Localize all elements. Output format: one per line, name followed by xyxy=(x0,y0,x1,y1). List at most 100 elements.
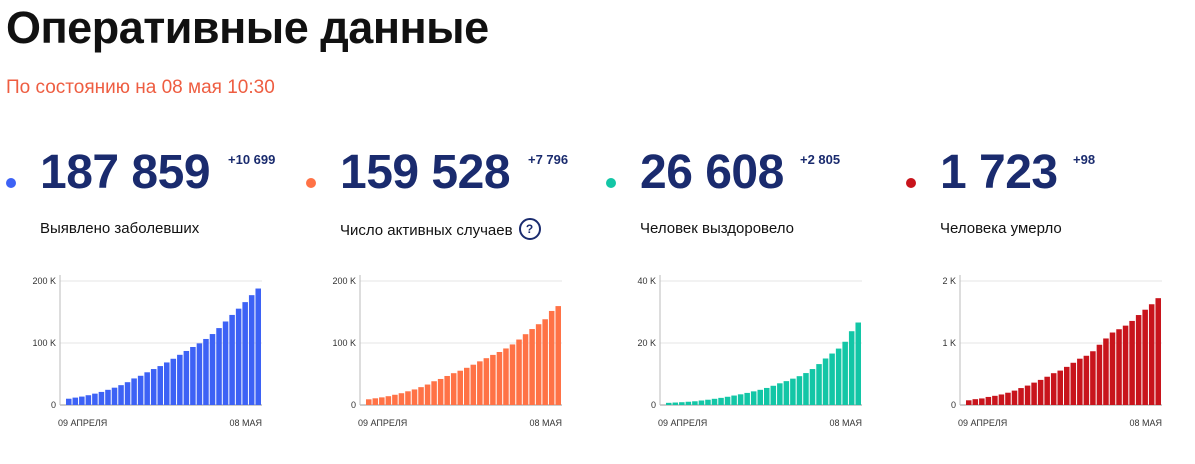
bar xyxy=(490,354,496,405)
bar xyxy=(685,401,692,405)
bar xyxy=(542,319,548,405)
bar xyxy=(757,389,763,405)
bar xyxy=(457,370,463,405)
bar xyxy=(398,393,405,405)
stat-value: 159 528 xyxy=(340,146,511,199)
bar xyxy=(711,398,718,405)
page-subtitle: По состоянию на 08 мая 10:30 xyxy=(6,77,275,98)
bar xyxy=(848,331,855,405)
bar xyxy=(248,295,255,405)
bar xyxy=(470,364,477,405)
series-dot xyxy=(306,178,316,188)
bar xyxy=(144,372,150,405)
bar xyxy=(777,383,783,405)
chart-detected: 0 100 K 200 K 09 АПРЕЛЯ 08 МАЯ xyxy=(32,275,262,428)
bar xyxy=(1142,309,1148,405)
bar xyxy=(1057,370,1063,405)
bar xyxy=(203,338,209,405)
bar xyxy=(803,373,809,405)
bar xyxy=(1070,362,1077,405)
series-dot xyxy=(6,178,16,188)
bar xyxy=(105,389,111,405)
bar xyxy=(229,314,235,405)
bar xyxy=(503,348,509,405)
y-tick-label: 200 K xyxy=(332,276,356,286)
bar xyxy=(411,389,418,405)
help-icon[interactable]: ? xyxy=(518,218,541,240)
x-tick-label-end: 08 МАЯ xyxy=(529,418,562,428)
bar xyxy=(98,391,105,405)
series-dot xyxy=(606,178,616,188)
bar xyxy=(431,381,437,405)
bar xyxy=(164,362,170,405)
bar xyxy=(835,348,842,405)
bar xyxy=(731,395,737,405)
bar xyxy=(150,369,157,405)
bar xyxy=(124,382,131,405)
bar xyxy=(483,358,490,405)
bar xyxy=(183,350,190,405)
bar xyxy=(516,339,522,405)
bar xyxy=(255,288,261,405)
bar xyxy=(985,396,992,405)
stat-card-deaths: 1 723 +98 Человека умерло 0 1 K 2 K 09 АПРЕ… xyxy=(906,145,1195,460)
y-tick-label: 0 xyxy=(951,400,956,410)
stat-delta: +2 805 xyxy=(800,152,841,167)
bar xyxy=(242,302,248,405)
bar xyxy=(1148,304,1155,405)
bar xyxy=(157,366,163,405)
bar xyxy=(816,364,822,405)
bar xyxy=(79,396,85,405)
bar xyxy=(1155,298,1161,405)
stat-card-active: 159 528 +7 796 Число активных случаев? 0… xyxy=(306,145,596,460)
bar xyxy=(796,376,803,405)
y-tick-label: 200 K xyxy=(32,276,56,286)
bar xyxy=(66,398,72,405)
bar xyxy=(170,358,177,405)
stat-card-recovered: 26 608 +2 805 Человек выздоровело 0 20 K 4… xyxy=(606,145,896,460)
stat-label-text: Человека умерло xyxy=(940,220,1062,237)
x-tick-label-end: 08 МАЯ xyxy=(829,418,862,428)
bar xyxy=(235,308,242,405)
x-tick-label-start: 09 АПРЕЛЯ xyxy=(358,418,407,428)
x-tick-label-end: 08 МАЯ xyxy=(1129,418,1162,428)
bar xyxy=(131,378,137,405)
stat-label: Число активных случаев? xyxy=(340,218,541,242)
bar xyxy=(1044,376,1050,405)
bar xyxy=(842,341,848,405)
bar xyxy=(444,375,450,405)
stat-value: 187 859 xyxy=(40,146,211,199)
stat-delta: +98 xyxy=(1073,152,1096,167)
bar xyxy=(1090,351,1096,405)
bar xyxy=(555,306,561,405)
y-tick-label: 1 K xyxy=(942,338,956,348)
bar xyxy=(979,398,985,405)
bar xyxy=(535,324,542,405)
bar xyxy=(548,310,555,405)
bar xyxy=(209,334,216,405)
bar xyxy=(137,375,144,405)
bar xyxy=(790,378,796,405)
bar xyxy=(509,344,516,405)
bar xyxy=(190,346,196,405)
bar xyxy=(783,381,790,405)
bar xyxy=(85,395,92,405)
stat-delta: +7 796 xyxy=(528,152,569,167)
bar xyxy=(744,392,750,405)
bar xyxy=(1096,344,1103,405)
bar xyxy=(966,400,972,405)
bar xyxy=(737,394,744,405)
bar xyxy=(770,385,777,405)
bar xyxy=(522,334,529,405)
bar xyxy=(372,398,379,405)
stat-label: Человек выздоровело xyxy=(640,220,794,237)
series-dot xyxy=(906,178,916,188)
chart-recovered: 0 20 K 40 K 09 АПРЕЛЯ 08 МАЯ xyxy=(637,275,862,428)
x-tick-label-start: 09 АПРЕЛЯ xyxy=(58,418,107,428)
bar xyxy=(1024,385,1031,405)
bar xyxy=(418,387,424,405)
bar xyxy=(118,385,124,405)
bar xyxy=(405,391,411,405)
stat-label-text: Выявлено заболевших xyxy=(40,220,200,237)
bar xyxy=(177,354,183,405)
